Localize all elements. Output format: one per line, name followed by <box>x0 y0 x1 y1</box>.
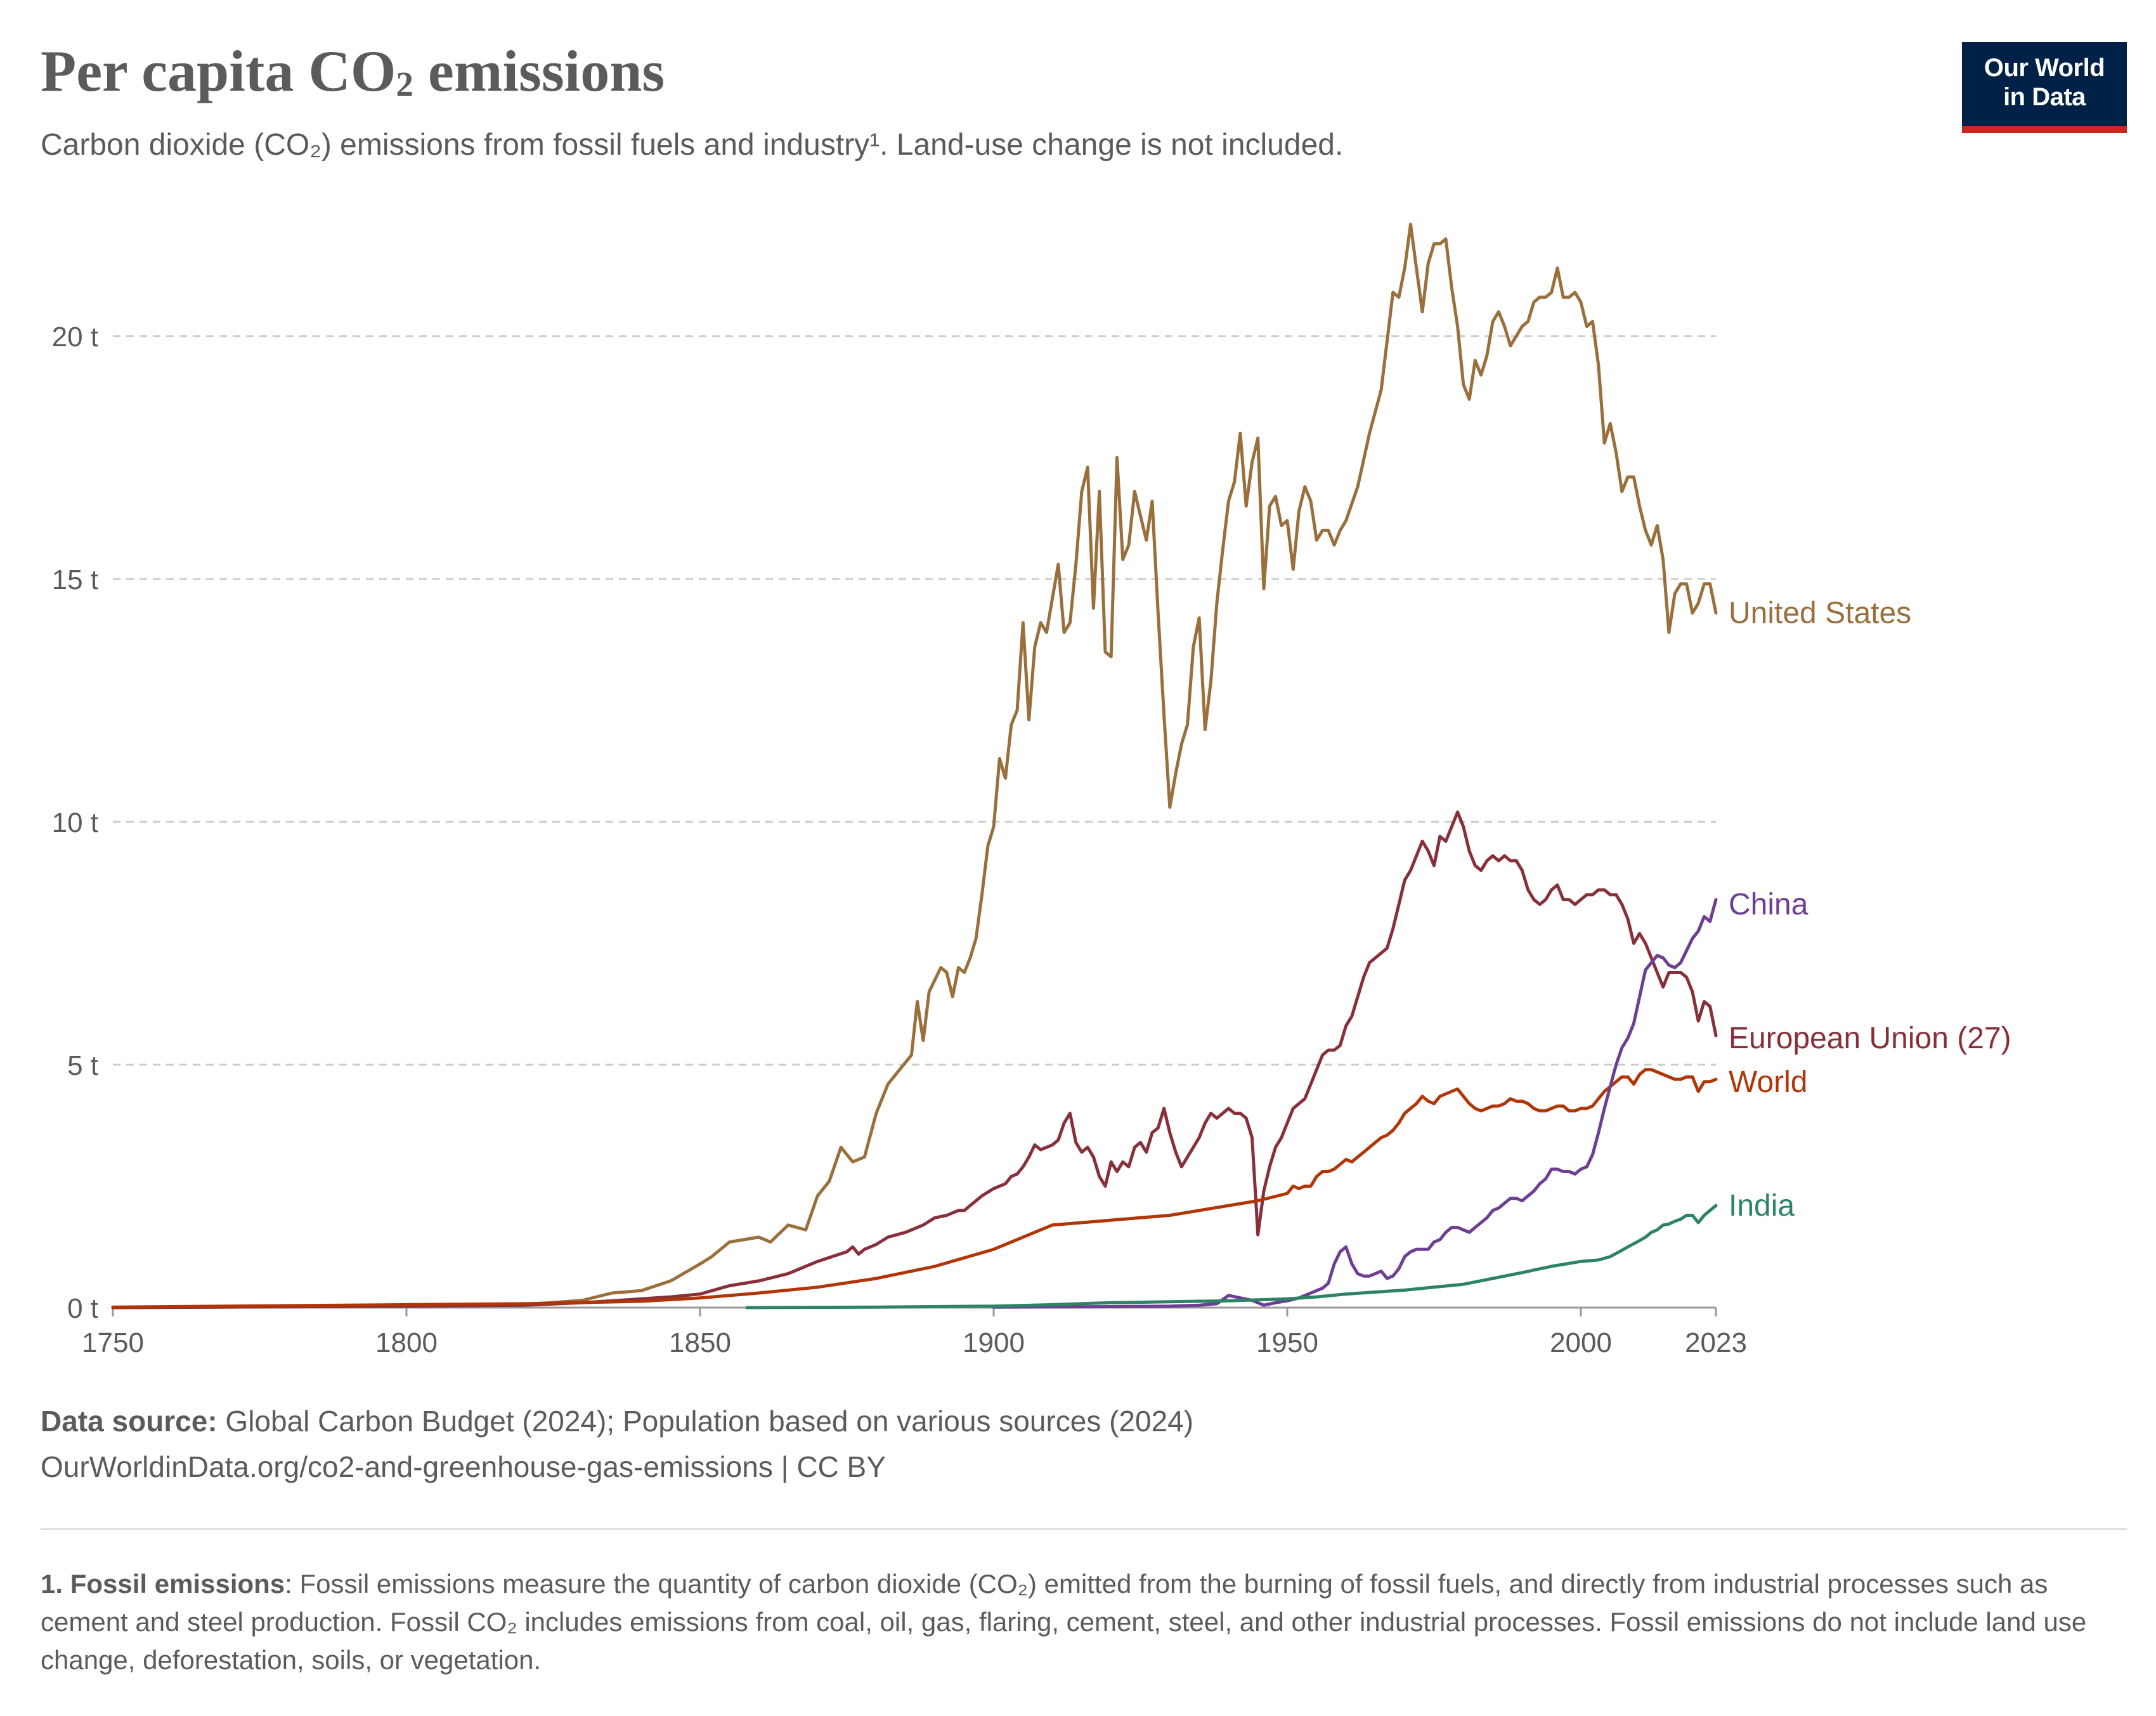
series-label-india[interactable]: India <box>1729 1189 1795 1223</box>
line-chart[interactable]: 0 t 5 t 10 t 15 t 20 t 1750 1800 1850 1900 1950 20… <box>0 190 2156 1395</box>
y-tick-label: 5 t <box>67 1050 98 1081</box>
chart-title: Per capita CO2 emissions <box>41 39 665 104</box>
chart-footer: Data source: Global Carbon Budget (2024)… <box>41 1398 1193 1490</box>
series-label-european-union-27[interactable]: European Union (27) <box>1729 1022 2011 1055</box>
series-label-world[interactable]: World <box>1729 1065 1807 1099</box>
series-line-china[interactable] <box>992 898 1718 1309</box>
x-tick-label: 1800 <box>375 1327 438 1358</box>
chart-subtitle: Carbon dioxide (CO₂) emissions from foss… <box>41 128 1344 162</box>
series-label-china[interactable]: China <box>1729 888 1809 921</box>
footer-divider <box>41 1528 2127 1530</box>
y-tick-label: 10 t <box>52 807 98 838</box>
data-source: Data source: Global Carbon Budget (2024)… <box>41 1405 1194 1438</box>
x-tick-label: 2023 <box>1685 1327 1747 1358</box>
x-tick-label: 1850 <box>669 1327 731 1358</box>
footnote: 1. Fossil emissions: Fossil emissions me… <box>41 1569 2087 1675</box>
source-url-link[interactable]: OurWorldinData.org/co2-and-greenhouse-ga… <box>41 1450 886 1483</box>
series-line-united-states[interactable] <box>111 223 1718 1310</box>
x-tick-label: 1750 <box>82 1327 144 1358</box>
y-tick-label: 0 t <box>67 1293 98 1324</box>
series-line-european-union-27[interactable] <box>111 810 1718 1310</box>
y-tick-label: 15 t <box>52 564 98 595</box>
series-line-world[interactable] <box>111 1068 1718 1309</box>
owid-logo[interactable]: Our World in Data <box>1962 42 2127 133</box>
logo-line-1: Our World <box>1984 54 2105 82</box>
logo-line-2: in Data <box>2003 83 2086 111</box>
x-tick-label: 2000 <box>1550 1327 1612 1358</box>
x-tick-label: 1950 <box>1256 1327 1318 1358</box>
series-label-united-states[interactable]: United States <box>1729 597 1911 630</box>
y-tick-label: 20 t <box>52 322 98 353</box>
x-tick-label: 1900 <box>963 1327 1025 1358</box>
series-line-india[interactable] <box>745 1204 1718 1310</box>
